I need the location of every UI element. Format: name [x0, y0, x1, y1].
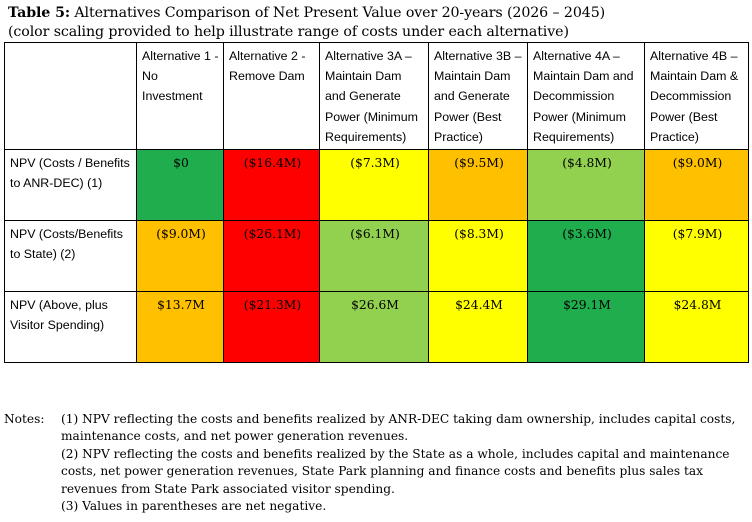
header-alternative-3a: Alternative 3A – Maintain Dam and Genera…	[319, 41, 429, 151]
table-header-row: Alternative 1 - No Investment Alternativ…	[4, 41, 749, 151]
caption-line-1: Table 5: Alternatives Comparison of Net …	[8, 4, 605, 23]
value-cell: $26.6M	[319, 291, 429, 364]
value-cell: ($8.3M)	[428, 220, 528, 293]
notes-label: Notes:	[4, 412, 45, 426]
table-row: NPV (Above, plus Visitor Spending) $13.7…	[4, 291, 749, 364]
value-cell: $0	[136, 149, 224, 222]
value-cell: $13.7M	[136, 291, 224, 364]
table-row: NPV (Costs / Benefits to ANR-DEC) (1) $0…	[4, 149, 749, 222]
value-cell: ($3.6M)	[527, 220, 645, 293]
caption-title: Alternatives Comparison of Net Present V…	[69, 5, 606, 21]
note-3: (3) Values in parentheses are net negati…	[61, 499, 327, 514]
value-cell: ($21.3M)	[223, 291, 320, 364]
value-cell: $29.1M	[527, 291, 645, 364]
caption-line-2: (color scaling provided to help illustra…	[8, 24, 569, 40]
value-cell: $24.4M	[428, 291, 528, 364]
value-cell: $24.8M	[644, 291, 749, 364]
header-alternative-2: Alternative 2 - Remove Dam	[223, 41, 320, 151]
value-cell: ($26.1M)	[223, 220, 320, 293]
value-cell: ($7.9M)	[644, 220, 749, 293]
header-alternative-4b: Alternative 4B – Maintain Dam & Decommis…	[644, 41, 749, 151]
row-label-visitor-spending: NPV (Above, plus Visitor Spending)	[4, 291, 137, 364]
value-cell: ($16.4M)	[223, 149, 320, 222]
header-alternative-1: Alternative 1 - No Investment	[136, 41, 224, 151]
note-2: (2) NPV reflecting the costs and benefit…	[61, 446, 730, 496]
row-label-anr-dec: NPV (Costs / Benefits to ANR-DEC) (1)	[4, 149, 137, 222]
npv-comparison-table: Alternative 1 - No Investment Alternativ…	[4, 41, 749, 364]
value-cell: ($9.0M)	[136, 220, 224, 293]
header-alternative-3b: Alternative 3B – Maintain Dam and Genera…	[428, 41, 528, 151]
value-cell: ($7.3M)	[319, 149, 429, 222]
caption-table-number: Table 5:	[8, 5, 70, 21]
value-cell: ($9.0M)	[644, 149, 749, 222]
table-caption: Table 5: Alternatives Comparison of Net …	[8, 4, 605, 42]
value-cell: ($9.5M)	[428, 149, 528, 222]
value-cell: ($6.1M)	[319, 220, 429, 293]
notes-body: (1) NPV reflecting the costs and benefit…	[61, 411, 748, 515]
value-cell: ($4.8M)	[527, 149, 645, 222]
table-notes: Notes: (1) NPV reflecting the costs and …	[4, 411, 748, 515]
table-row: NPV (Costs/Benefits to State) (2) ($9.0M…	[4, 220, 749, 293]
header-alternative-4a: Alternative 4A – Maintain Dam and Decomm…	[527, 41, 645, 151]
header-empty-cell	[4, 41, 137, 151]
note-1: (1) NPV reflecting the costs and benefit…	[61, 412, 736, 444]
row-label-state: NPV (Costs/Benefits to State) (2)	[4, 220, 137, 293]
